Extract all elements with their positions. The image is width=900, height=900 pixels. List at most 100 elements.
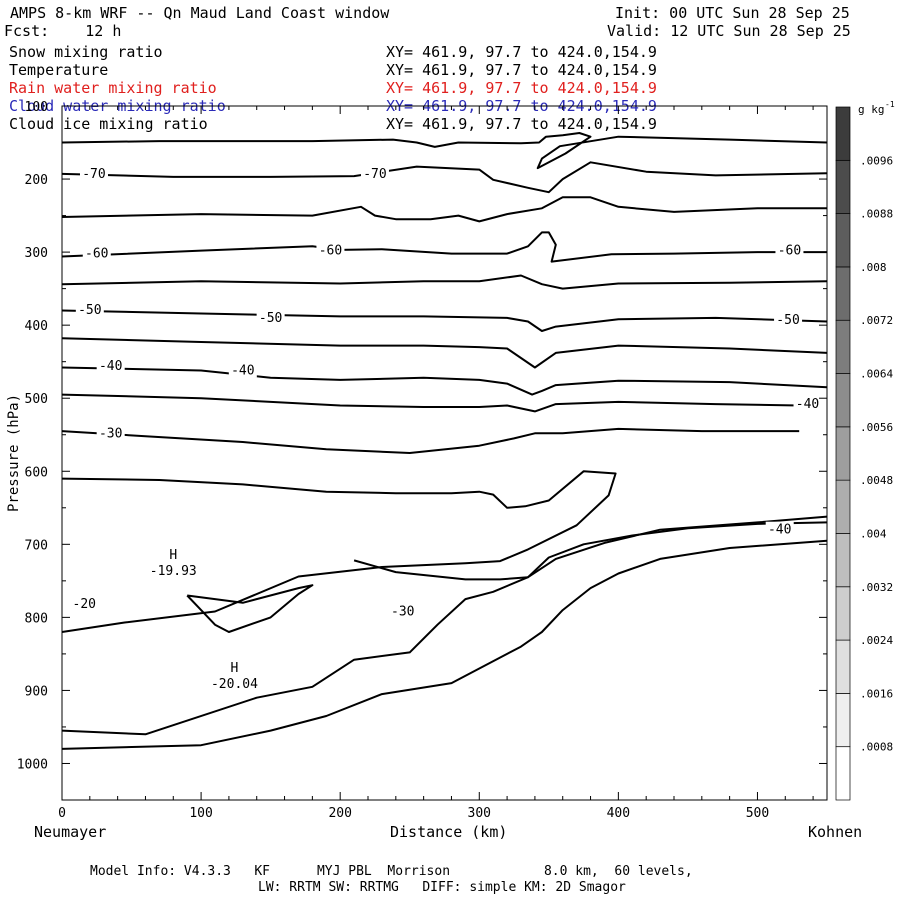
colorbar-tick-label: .004: [860, 527, 887, 540]
contour-label: -60: [778, 244, 801, 259]
isotherm-line: [61, 231, 827, 263]
colorbar-tick-label: .0008: [860, 741, 893, 754]
contour-label-bg: [96, 358, 125, 374]
x-tick-label: 300: [468, 806, 491, 821]
field-xy-range: XY= 461.9, 97.7 to 424.0,154.9: [386, 115, 657, 133]
contour-label-bg: [765, 521, 794, 537]
isotherm-line: [61, 132, 828, 170]
extremum-value: -20.04: [211, 677, 258, 692]
forecast-hour: Fcst: 12 h: [4, 22, 122, 40]
x-tick-label: 0: [58, 806, 66, 821]
colorbar-bin: [835, 319, 851, 374]
contour-label: -40: [99, 359, 122, 374]
isotherm-line: [61, 427, 800, 454]
x-tick-label: 100: [189, 806, 212, 821]
colorbar-tick-label: .0096: [860, 154, 893, 167]
colorbar-bin: [835, 106, 851, 161]
field-xy-range: XY= 461.9, 97.7 to 424.0,154.9: [386, 43, 657, 61]
colorbar-tick-label: .0088: [860, 208, 893, 221]
colorbar-bin: [835, 693, 851, 748]
model-info-line1: Model Info: V4.3.3 KF MYJ PBL Morrison 8…: [90, 864, 693, 879]
contour-label-bg: [316, 242, 345, 258]
model-info-line2: LW: RRTM SW: RRTMG DIFF: simple KM: 2D S…: [258, 880, 626, 895]
x-tick-label: 400: [607, 806, 630, 821]
isotherm-line: [353, 521, 828, 581]
colorbar-tick-label: .0056: [860, 421, 893, 434]
contour-label: -40: [796, 397, 819, 412]
x-axis-label: Distance (km): [390, 823, 508, 841]
contour-label: -70: [363, 167, 386, 182]
extremum-marker: H: [231, 661, 239, 676]
chart-title: AMPS 8-km WRF -- Qn Maud Land Coast wind…: [10, 4, 390, 22]
contour-label: -30: [391, 605, 414, 620]
contour-label: -30: [99, 426, 122, 441]
contour-label-bg: [256, 309, 285, 325]
contour-label-bg: [96, 425, 125, 441]
field-xy-range: XY= 461.9, 97.7 to 424.0,154.9: [386, 79, 657, 97]
isotherm-line: [61, 337, 828, 369]
contour-label: -40: [768, 523, 791, 538]
contour-label-bg: [82, 245, 111, 261]
y-tick-label: 400: [25, 319, 48, 334]
contour-label: -40: [231, 363, 254, 378]
colorbar-bin: [835, 533, 851, 588]
field-name: Snow mixing ratio: [9, 43, 163, 61]
colorbar-unit-exponent: -1: [885, 100, 895, 109]
colorbar-tick-label: .0016: [860, 687, 893, 700]
field-name: Temperature: [9, 61, 109, 79]
x-left-station-label: Neumayer: [34, 823, 107, 841]
isotherm-line: [61, 393, 800, 413]
y-tick-label: 300: [25, 246, 48, 261]
isotherm-line: [61, 161, 828, 194]
colorbar-tick-label: .0072: [860, 314, 893, 327]
contour-label-bg: [774, 312, 803, 328]
contour-label: -50: [78, 303, 101, 318]
contour-label-bg: [360, 165, 389, 181]
colorbar-bin: [835, 159, 851, 214]
contour-label-bg: [70, 596, 99, 612]
colorbar-bin: [835, 746, 851, 801]
valid-time: Valid: 12 UTC Sun 28 Sep 25: [607, 22, 851, 40]
contour-label: -70: [82, 167, 105, 182]
colorbar-bin: [835, 373, 851, 428]
colorbar-tick-label: .008: [860, 261, 887, 274]
isotherm-line: [61, 196, 827, 223]
x-tick-label: 200: [328, 806, 351, 821]
colorbar-bin: [835, 586, 851, 641]
contour-label: -50: [776, 313, 799, 328]
colorbar-bin: [835, 479, 851, 534]
colorbar-bin: [835, 213, 851, 268]
x-right-station-label: Kohnen: [808, 823, 863, 841]
isotherm-line: [186, 584, 314, 633]
x-tick-label: 500: [746, 806, 769, 821]
colorbar-bin: [835, 426, 851, 481]
y-tick-label: 1000: [17, 757, 48, 772]
y-tick-label: 900: [25, 684, 48, 699]
contour-label-bg: [793, 396, 822, 412]
y-axis-label: Pressure (hPa): [6, 394, 22, 512]
contour-label-bg: [228, 362, 257, 378]
y-tick-label: 600: [25, 465, 48, 480]
y-tick-label: 700: [25, 538, 48, 553]
extremum-marker: H: [169, 548, 177, 563]
isotherm-line: [61, 274, 828, 290]
field-name: Rain water mixing ratio: [9, 79, 217, 97]
contour-label: -60: [319, 244, 342, 259]
y-tick-label: 200: [25, 173, 48, 188]
colorbar-bin: [835, 639, 851, 694]
colorbar-tick-label: .0032: [860, 581, 893, 594]
plot-frame: [61, 105, 828, 801]
colorbar-tick-label: .0064: [860, 368, 893, 381]
field-name: Cloud ice mixing ratio: [9, 115, 208, 133]
y-tick-label: 100: [25, 100, 48, 115]
isotherm-line: [61, 309, 828, 332]
field-xy-range: XY= 461.9, 97.7 to 424.0,154.9: [386, 61, 657, 79]
extremum-value: -19.93: [150, 564, 197, 579]
contour-label: -50: [259, 311, 282, 326]
contour-label-bg: [388, 603, 417, 619]
colorbar-bin: [835, 266, 851, 321]
colorbar-unit: g kg: [858, 103, 885, 116]
init-time: Init: 00 UTC Sun 28 Sep 25: [615, 4, 850, 22]
colorbar-tick-label: .0048: [860, 474, 893, 487]
